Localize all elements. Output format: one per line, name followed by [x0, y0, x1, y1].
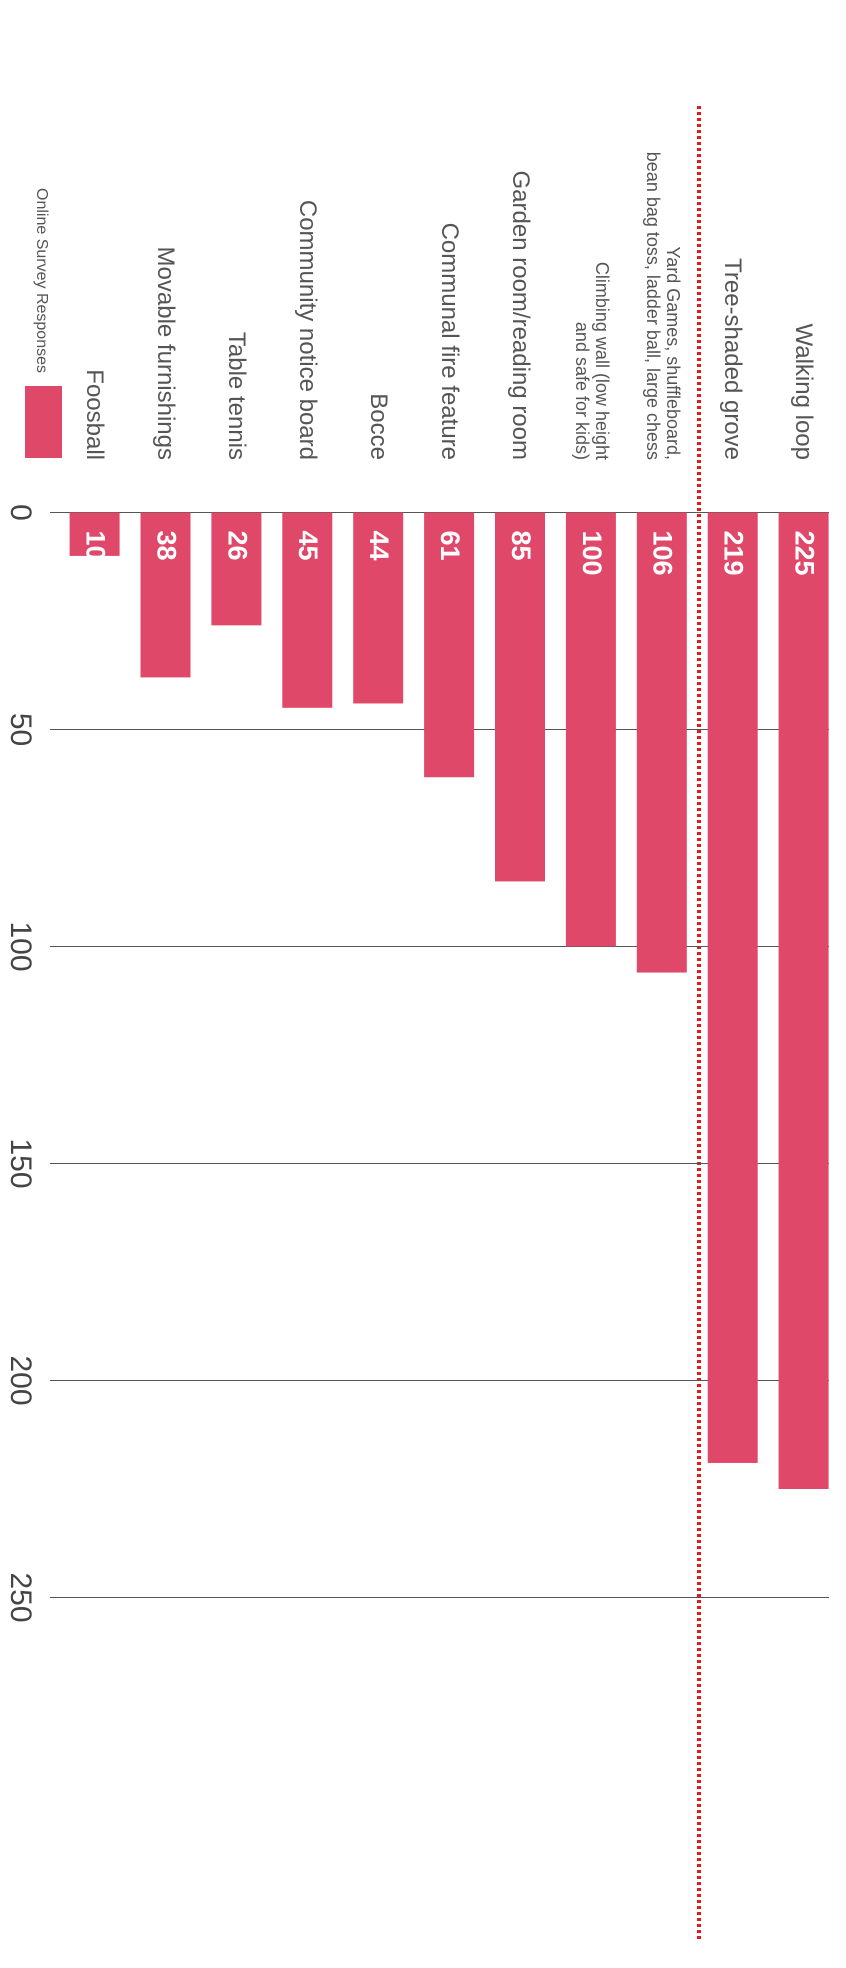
bar — [495, 512, 545, 882]
value-label: 225 — [789, 531, 819, 576]
bar — [353, 512, 404, 704]
value-label: 38 — [151, 531, 181, 561]
bar — [282, 512, 333, 708]
value-label: 45 — [293, 531, 323, 561]
bar — [424, 512, 475, 778]
category-label-box: Foosball — [81, 369, 109, 460]
y-tick-label: 200 — [4, 1355, 37, 1405]
value-label: 219 — [719, 531, 749, 576]
y-tick-label: 50 — [4, 713, 37, 746]
bar — [707, 512, 758, 1463]
y-tick-label: 250 — [4, 1572, 37, 1622]
value-label: 85 — [506, 531, 536, 561]
bar — [636, 512, 687, 973]
bar — [565, 512, 616, 947]
bar — [69, 512, 120, 556]
category-label: Foosball — [81, 369, 109, 460]
y-tick-label: 100 — [4, 921, 37, 971]
legend-label: Online Survey Responses — [33, 188, 50, 373]
legend-swatch — [25, 386, 62, 458]
value-label: 44 — [364, 531, 394, 561]
bar — [778, 512, 829, 1489]
value-label: 61 — [435, 531, 465, 561]
y-tick-label: 0 — [4, 504, 37, 521]
bar — [140, 512, 191, 678]
y-tick-label: 150 — [4, 1138, 37, 1188]
value-label: 100 — [577, 531, 607, 576]
bar — [211, 512, 262, 626]
value-label: 106 — [648, 531, 678, 576]
value-label: 26 — [222, 531, 252, 561]
value-label: 10 — [80, 531, 110, 561]
